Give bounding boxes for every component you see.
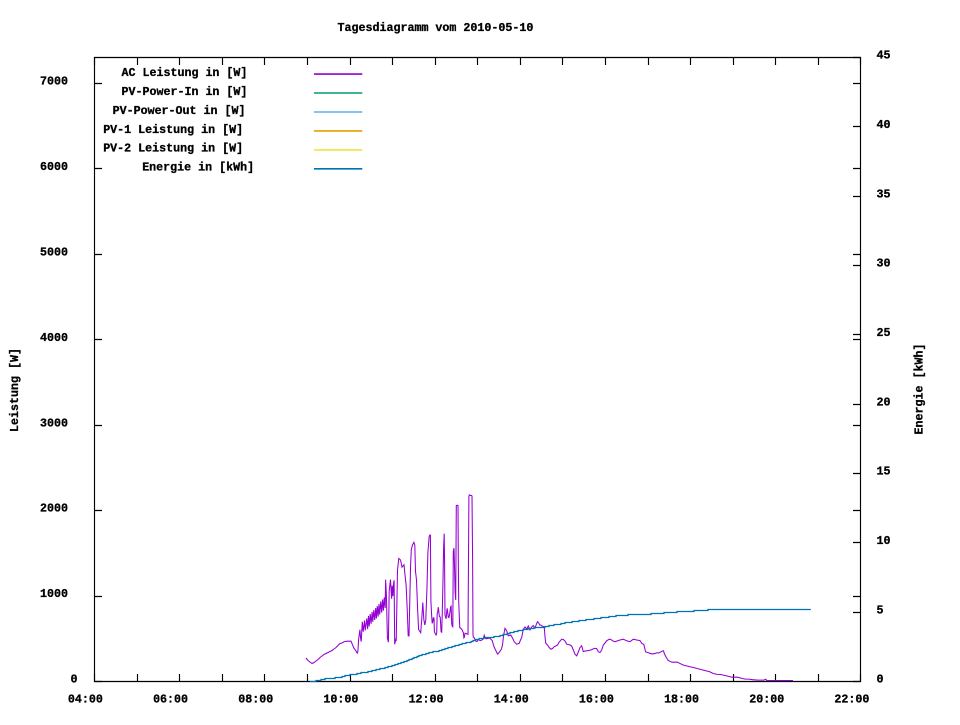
svg-text:5: 5 bbox=[877, 603, 884, 617]
svg-text:45: 45 bbox=[877, 49, 891, 63]
svg-text:0: 0 bbox=[71, 673, 78, 687]
svg-text:5000: 5000 bbox=[40, 245, 68, 259]
svg-text:4000: 4000 bbox=[40, 331, 68, 345]
svg-text:0: 0 bbox=[877, 673, 884, 687]
svg-text:PV-Power-In in [W]: PV-Power-In in [W] bbox=[122, 85, 248, 99]
svg-text:20: 20 bbox=[877, 395, 891, 409]
svg-text:10:00: 10:00 bbox=[323, 692, 358, 706]
svg-text:22:00: 22:00 bbox=[834, 692, 869, 706]
svg-text:25: 25 bbox=[877, 326, 891, 340]
svg-text:08:00: 08:00 bbox=[238, 692, 273, 706]
svg-text:7000: 7000 bbox=[40, 74, 68, 88]
svg-text:20:00: 20:00 bbox=[749, 692, 784, 706]
svg-text:06:00: 06:00 bbox=[153, 692, 188, 706]
svg-text:Tagesdiagramm vom 2010-05-10: Tagesdiagramm vom 2010-05-10 bbox=[338, 21, 534, 35]
svg-text:04:00: 04:00 bbox=[68, 692, 103, 706]
svg-text:14:00: 14:00 bbox=[494, 692, 529, 706]
svg-text:10: 10 bbox=[877, 534, 891, 548]
svg-text:15: 15 bbox=[877, 465, 891, 479]
svg-text:6000: 6000 bbox=[40, 160, 68, 174]
svg-text:Energie in [kWh]: Energie in [kWh] bbox=[142, 161, 254, 175]
svg-text:12:00: 12:00 bbox=[409, 692, 444, 706]
svg-text:Leistung [W]: Leistung [W] bbox=[8, 348, 22, 432]
svg-text:2000: 2000 bbox=[40, 502, 68, 516]
svg-text:18:00: 18:00 bbox=[664, 692, 699, 706]
svg-text:PV-Power-Out in [W]: PV-Power-Out in [W] bbox=[113, 104, 246, 118]
svg-text:30: 30 bbox=[877, 257, 891, 271]
svg-text:40: 40 bbox=[877, 118, 891, 132]
svg-text:1000: 1000 bbox=[40, 587, 68, 601]
svg-text:PV-2 Leistung in [W]: PV-2 Leistung in [W] bbox=[103, 142, 243, 156]
svg-text:Energie [kWh]: Energie [kWh] bbox=[913, 344, 927, 435]
svg-text:3000: 3000 bbox=[40, 416, 68, 430]
svg-text:35: 35 bbox=[877, 187, 891, 201]
svg-text:PV-1 Leistung in [W]: PV-1 Leistung in [W] bbox=[103, 123, 243, 137]
svg-text:AC Leistung in [W]: AC Leistung in [W] bbox=[122, 66, 248, 80]
svg-text:16:00: 16:00 bbox=[579, 692, 614, 706]
